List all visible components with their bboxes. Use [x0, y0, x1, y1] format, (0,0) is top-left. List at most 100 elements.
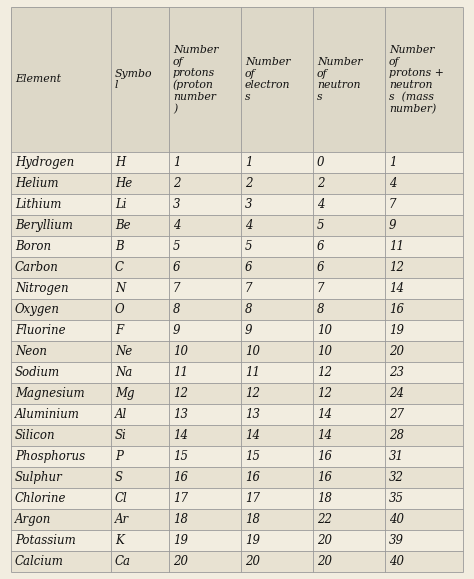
Text: 18: 18 — [317, 492, 332, 505]
Bar — [11, 467, 463, 488]
Text: 8: 8 — [245, 303, 253, 316]
Text: 16: 16 — [317, 450, 332, 463]
Text: 7: 7 — [245, 282, 253, 295]
Text: 0: 0 — [317, 156, 325, 169]
Text: 13: 13 — [245, 408, 260, 421]
Text: Ar: Ar — [115, 513, 129, 526]
Text: 3: 3 — [245, 198, 253, 211]
Text: 20: 20 — [389, 345, 404, 358]
Text: 20: 20 — [245, 555, 260, 568]
Text: Phosphorus: Phosphorus — [15, 450, 85, 463]
Text: Si: Si — [115, 429, 127, 442]
Text: Number
of
protons +
neutron
s  (mass
number): Number of protons + neutron s (mass numb… — [389, 45, 444, 114]
Text: 9: 9 — [389, 219, 396, 232]
Text: 32: 32 — [389, 471, 404, 484]
Text: 4: 4 — [317, 198, 325, 211]
Text: Chlorine: Chlorine — [15, 492, 66, 505]
Text: 6: 6 — [173, 261, 181, 274]
Text: 12: 12 — [173, 387, 188, 400]
Text: 2: 2 — [245, 177, 253, 190]
Text: Be: Be — [115, 219, 131, 232]
Text: 16: 16 — [245, 471, 260, 484]
Text: 20: 20 — [317, 555, 332, 568]
Text: 1: 1 — [245, 156, 253, 169]
Text: 35: 35 — [389, 492, 404, 505]
Bar — [11, 446, 463, 467]
Text: Nitrogen: Nitrogen — [15, 282, 69, 295]
Text: 15: 15 — [173, 450, 188, 463]
Text: 17: 17 — [245, 492, 260, 505]
Text: Number
of
electron
s: Number of electron s — [245, 57, 291, 102]
Text: Number
of
protons
(proton
number
): Number of protons (proton number ) — [173, 45, 219, 114]
Text: Calcium: Calcium — [15, 555, 64, 568]
Text: Oxygen: Oxygen — [15, 303, 60, 316]
Text: 12: 12 — [317, 366, 332, 379]
Text: Na: Na — [115, 366, 132, 379]
Text: Argon: Argon — [15, 513, 51, 526]
Text: N: N — [115, 282, 125, 295]
Text: 5: 5 — [245, 240, 253, 253]
Text: 20: 20 — [173, 555, 188, 568]
Bar — [11, 278, 463, 299]
Text: F: F — [115, 324, 123, 337]
Text: 7: 7 — [389, 198, 396, 211]
Text: P: P — [115, 450, 123, 463]
Text: 39: 39 — [389, 534, 404, 547]
Text: 12: 12 — [389, 261, 404, 274]
Text: 16: 16 — [389, 303, 404, 316]
Text: 40: 40 — [389, 555, 404, 568]
Text: Neon: Neon — [15, 345, 47, 358]
Text: 11: 11 — [245, 366, 260, 379]
Bar — [11, 7, 463, 152]
Text: Symbo
l: Symbo l — [115, 69, 153, 90]
Text: 14: 14 — [317, 429, 332, 442]
Text: 4: 4 — [245, 219, 253, 232]
Text: 20: 20 — [317, 534, 332, 547]
Text: 8: 8 — [173, 303, 181, 316]
Bar — [11, 551, 463, 572]
Bar — [11, 215, 463, 236]
Text: 16: 16 — [173, 471, 188, 484]
Text: Mg: Mg — [115, 387, 135, 400]
Text: 8: 8 — [317, 303, 325, 316]
Text: 11: 11 — [389, 240, 404, 253]
Text: 31: 31 — [389, 450, 404, 463]
Text: Element: Element — [15, 75, 61, 85]
Text: Cl: Cl — [115, 492, 128, 505]
Text: Helium: Helium — [15, 177, 58, 190]
Text: 18: 18 — [173, 513, 188, 526]
Text: 23: 23 — [389, 366, 404, 379]
Text: 40: 40 — [389, 513, 404, 526]
Text: 3: 3 — [173, 198, 181, 211]
Bar — [11, 530, 463, 551]
Bar — [11, 299, 463, 320]
Text: K: K — [115, 534, 124, 547]
Text: Carbon: Carbon — [15, 261, 59, 274]
Bar — [11, 257, 463, 278]
Text: 10: 10 — [245, 345, 260, 358]
Text: 14: 14 — [245, 429, 260, 442]
Text: H: H — [115, 156, 125, 169]
Text: 13: 13 — [173, 408, 188, 421]
Text: 12: 12 — [317, 387, 332, 400]
Text: Al: Al — [115, 408, 127, 421]
Bar — [11, 341, 463, 362]
Bar — [11, 488, 463, 509]
Text: Sulphur: Sulphur — [15, 471, 63, 484]
Text: 16: 16 — [317, 471, 332, 484]
Text: Magnesium: Magnesium — [15, 387, 85, 400]
Text: Potassium: Potassium — [15, 534, 76, 547]
Text: Ne: Ne — [115, 345, 132, 358]
Text: 18: 18 — [245, 513, 260, 526]
Text: 19: 19 — [389, 324, 404, 337]
Bar — [11, 194, 463, 215]
Text: 7: 7 — [173, 282, 181, 295]
Text: Boron: Boron — [15, 240, 51, 253]
Text: Sodium: Sodium — [15, 366, 60, 379]
Text: 1: 1 — [389, 156, 396, 169]
Text: Beryllium: Beryllium — [15, 219, 73, 232]
Text: 22: 22 — [317, 513, 332, 526]
Text: 2: 2 — [173, 177, 181, 190]
Bar — [11, 362, 463, 383]
Text: Number
of
neutron
s: Number of neutron s — [317, 57, 363, 102]
